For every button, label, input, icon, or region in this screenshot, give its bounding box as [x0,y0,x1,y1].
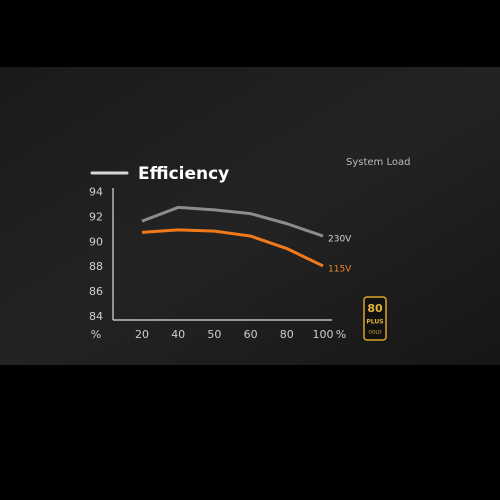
x-tick-label: 50 [207,328,221,341]
y-tick-label: 88 [89,260,103,273]
x-tick-label: 100 [313,328,334,341]
y-tick-label: 86 [89,285,103,298]
y-tick-label: 92 [89,210,103,223]
y-tick-label: 90 [89,235,103,248]
series-line [141,205,324,238]
y-unit: % [91,328,101,341]
x-unit: % [336,328,346,341]
y-tick-label: 84 [89,310,103,323]
badge: 80 PLUS GOLD [363,296,387,341]
badge-frame [363,296,387,341]
subtitle: System Load [346,157,410,168]
series-line [141,228,324,268]
chart-title: Efficiency [138,164,229,184]
badge-grade: GOLD [368,330,382,336]
x-tick-label: 60 [244,328,258,341]
y-tick-label: 94 [89,185,103,198]
x-tick-label: 20 [135,328,149,341]
badge-word: PLUS [366,319,383,326]
panel [0,67,500,365]
x-tick-label: 40 [171,328,185,341]
series-label: 115V [328,264,352,274]
series-label: 230V [328,235,352,245]
x-tick-label: 80 [280,328,294,341]
badge-number: 80 [367,302,383,315]
